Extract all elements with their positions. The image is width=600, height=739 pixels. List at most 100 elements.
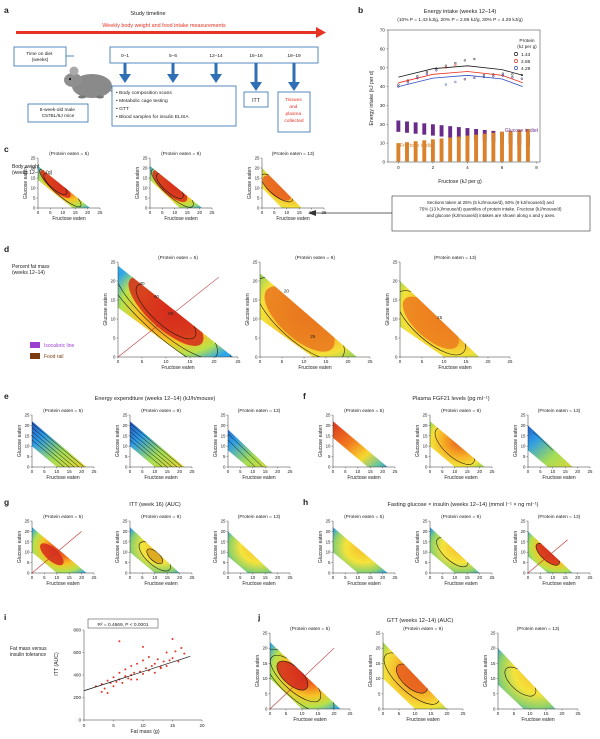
d-tile-2: 0 5 10 15 20 25 0 5 10 15 20 25 Fructose eaten Glucos… [385,255,513,371]
h-y-tick-label: 15 [326,539,331,544]
j-x-tick-label: 10 [300,711,305,716]
panel-c-row-label-1: Body weight [12,164,40,170]
time-on-diet-line-2: (weeks) [32,57,49,63]
g-y-tick-label: 15 [221,539,226,544]
panel-h-header: Fasting glucose × insulin (weeks 12–14) … [387,502,538,508]
time-on-diet-box [13,46,67,67]
g-y-tick-label: 10 [25,550,30,555]
chart-i-point [130,665,133,667]
e-y-tick-label: 25 [25,413,30,418]
chart-i-point [144,667,147,670]
h-y-tick-label: 10 [326,550,331,555]
j-isocaloric-line [269,647,335,710]
c-xlabel: Fructose eaten [52,216,86,222]
f-title: (Protein eaten = 9) [441,408,481,414]
chart-i-point [150,665,153,667]
chart-b-fructose-bar [439,138,444,162]
chart-b-fructose-bar [456,136,461,162]
g-xlabel: Fructose eaten [46,581,80,587]
chart-i-point [168,659,171,662]
e-y-tick-label: 20 [221,423,226,428]
g-tile-1: 0 5 10 15 20 25 0 5 10 15 20 25 Fructose eaten Glucos… [115,514,195,587]
panel-i-row-label-2: insulin tolerance [10,652,46,658]
c-x-tick-label: 25 [322,210,327,215]
chart-b-point [454,61,457,65]
chart-b-y-tick-label: 30 [380,103,386,108]
chart-b-fructose-bar [396,143,401,162]
panel-i-row-label-1: Fat mass versus [10,646,47,652]
d-y-tick-label: 25 [111,260,116,265]
d-x-tick-label: 5 [141,359,144,364]
panel-c-row-label: Body weight (weeks 12–14) (g) [12,164,53,176]
e-x-tick-label: 25 [190,469,195,474]
h-ylabel: Glucose eaten [318,531,324,563]
h-y-tick-label: 25 [326,519,331,524]
h-x-tick-label: 10 [452,575,457,580]
e-contour-line-4 [130,439,163,467]
g-y-tick-label: 0 [223,571,226,576]
c-y-tick-label: 5 [33,196,36,201]
g-ylabel: Glucose eaten [17,531,23,563]
c-y-tick-label: 25 [255,156,260,161]
f-x-tick-label: 25 [588,469,593,474]
d-isocaloric-line [117,276,219,358]
h-y-tick-label: 5 [523,560,526,565]
f-y-tick-label: 15 [326,433,331,438]
g-y-tick-label: 0 [27,571,30,576]
e-x-tick-label: 0 [129,469,132,474]
h-y-tick-label: 15 [423,539,428,544]
j-ylabel: Glucose eaten [255,655,261,687]
chart-b-point [454,63,457,67]
d-contour-label-0: 20 [284,288,290,293]
chart-i-point [142,645,144,648]
e-contour-line-1 [130,427,178,467]
e-y-tick-label: 5 [27,454,30,459]
chart-b-fructose-bar [491,132,496,162]
d-y-tick-label: 10 [393,317,398,322]
c-ylabel: Glucose eaten [23,167,29,199]
tissues-line-3: plasma [285,111,301,117]
h-surface [333,527,388,573]
chart-i-point [159,667,162,670]
timeline-title: Study timeline [130,11,165,17]
h-y-tick-label: 25 [521,519,526,524]
e-y-tick-label: 15 [221,433,226,438]
f-y-tick-label: 0 [328,465,331,470]
d-y-tick-label: 20 [111,279,116,284]
f-x-tick-label: 0 [429,469,432,474]
e-x-tick-label: 10 [250,469,255,474]
c-y-tick-label: 20 [255,166,260,171]
legend-b-marker-1 [514,52,518,56]
d-hotspot [264,286,335,352]
panel-h-plots: 0 5 10 15 20 25 0 5 10 15 20 25 Fructose eaten Glucos… [318,514,593,587]
chart-b-point [482,75,486,79]
e-surface-fill [228,429,268,467]
c-x-tick-label: 10 [60,210,65,215]
e-y-tick-label: 5 [223,454,226,459]
e-contour-line-0 [32,423,85,467]
f-x-tick-label: 0 [332,469,335,474]
f-x-tick-label: 25 [490,469,495,474]
h-x-tick-label: 20 [477,575,482,580]
chart-b-fructose-bar [517,129,522,162]
f-title: (Protein eaten = 13) [538,408,581,414]
f-x-tick-label: 15 [465,469,470,474]
c-surface [262,168,302,208]
e-y-tick-label: 25 [221,413,226,418]
chart-b-frame [387,29,541,163]
g-x-tick-label: 15 [67,575,72,580]
panel-d-plots: 0 5 10 15 20 25 0 5 10 15 20 25 Fructose eaten Glucos… [103,255,513,371]
chart-b-point [511,73,514,76]
chart-b-point [454,80,457,84]
d-y-tick-label: 20 [393,279,398,284]
h-x-tick-label: 25 [588,575,593,580]
panel-label-b: b [358,5,363,15]
c-hotspot [152,169,188,203]
d-y-tick-label: 10 [111,317,116,322]
f-y-tick-label: 25 [423,413,428,418]
c-x-tick-label: 0 [261,210,264,215]
panel-label-d: d [4,244,9,254]
e-x-tick-label: 15 [165,469,170,474]
d-contour-label-0: 25 [437,315,443,320]
d-x-tick-label: 15 [464,359,469,364]
